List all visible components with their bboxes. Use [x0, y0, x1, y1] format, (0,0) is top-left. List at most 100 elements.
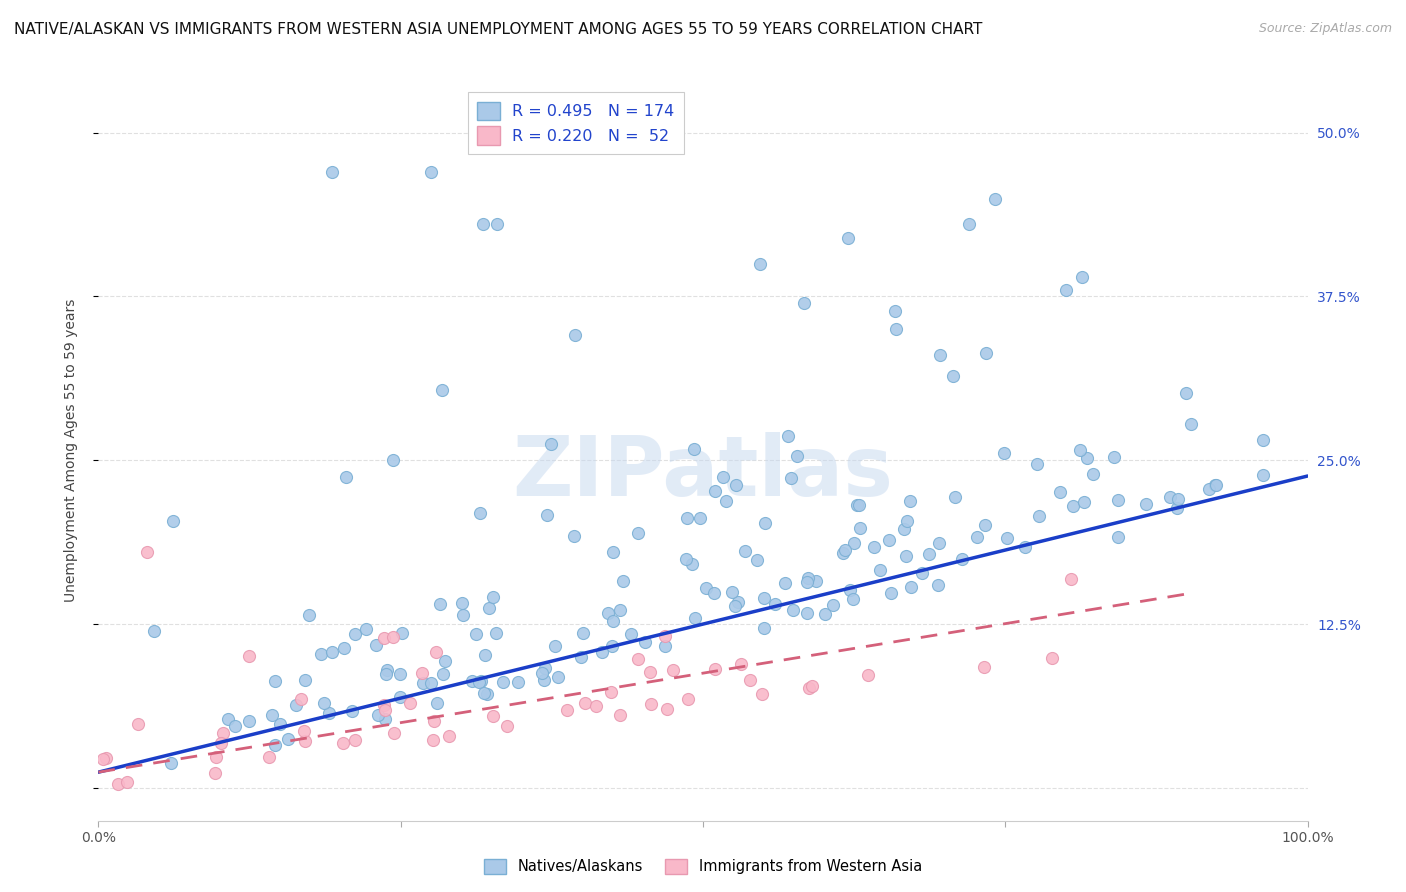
Point — [1076, 450, 1098, 465]
Point — [142, 624, 165, 639]
Point — [834, 543, 856, 558]
Point — [1204, 478, 1226, 492]
Point — [898, 493, 921, 508]
Point — [638, 665, 661, 680]
Point — [475, 687, 498, 701]
Y-axis label: Unemployment Among Ages 55 to 59 years: Unemployment Among Ages 55 to 59 years — [63, 299, 77, 602]
Point — [434, 654, 457, 668]
Point — [893, 522, 915, 536]
Point — [950, 552, 973, 566]
Point — [848, 498, 870, 512]
Point — [437, 729, 460, 743]
Point — [1060, 572, 1083, 586]
Point — [321, 645, 343, 659]
Point — [585, 698, 607, 713]
Point — [654, 629, 676, 643]
Point — [640, 697, 662, 711]
Point — [160, 756, 183, 770]
Point — [465, 627, 488, 641]
Point — [460, 673, 482, 688]
Point — [685, 611, 707, 625]
Point — [486, 218, 509, 232]
Point — [793, 296, 815, 310]
Point — [536, 508, 558, 522]
Point — [540, 437, 562, 451]
Point — [364, 638, 387, 652]
Point — [432, 667, 454, 681]
Point — [675, 552, 697, 566]
Point — [290, 691, 312, 706]
Point — [748, 257, 770, 271]
Point — [375, 664, 398, 678]
Point — [942, 368, 965, 383]
Point — [262, 707, 284, 722]
Point — [472, 686, 495, 700]
Point — [1135, 497, 1157, 511]
Point — [94, 751, 117, 765]
Point — [356, 622, 378, 636]
Point — [894, 549, 917, 563]
Point — [204, 765, 226, 780]
Point — [745, 553, 768, 567]
Text: ZIPatlas: ZIPatlas — [513, 432, 893, 513]
Point — [600, 684, 623, 698]
Point — [277, 732, 299, 747]
Point — [482, 708, 505, 723]
Point — [530, 666, 553, 681]
Point — [569, 649, 592, 664]
Point — [879, 586, 901, 600]
Point — [1049, 485, 1071, 500]
Point — [839, 583, 862, 598]
Point — [796, 574, 818, 589]
Point — [704, 483, 727, 498]
Point — [544, 639, 567, 653]
Point — [754, 516, 776, 531]
Point — [205, 750, 228, 764]
Point — [695, 581, 717, 595]
Point — [135, 545, 157, 559]
Point — [842, 592, 865, 607]
Point — [533, 661, 555, 675]
Point — [309, 647, 332, 661]
Point — [754, 591, 776, 605]
Point — [676, 691, 699, 706]
Point — [814, 607, 837, 621]
Point — [420, 165, 443, 179]
Point — [127, 717, 149, 731]
Point — [751, 687, 773, 701]
Point — [425, 645, 447, 659]
Point — [773, 575, 796, 590]
Point — [681, 557, 703, 571]
Point — [574, 696, 596, 710]
Point — [863, 540, 886, 554]
Point — [426, 696, 449, 710]
Point — [730, 657, 752, 672]
Point — [391, 626, 413, 640]
Point — [634, 634, 657, 648]
Point — [602, 615, 624, 629]
Point — [786, 449, 808, 463]
Point — [375, 667, 398, 681]
Point — [1069, 442, 1091, 457]
Point — [321, 165, 343, 179]
Point — [1042, 650, 1064, 665]
Point — [837, 230, 859, 244]
Point — [796, 571, 818, 585]
Point — [1025, 457, 1047, 471]
Point — [257, 750, 280, 764]
Point — [423, 714, 446, 728]
Text: Source: ZipAtlas.com: Source: ZipAtlas.com — [1258, 22, 1392, 36]
Point — [472, 218, 495, 232]
Point — [294, 673, 316, 687]
Point — [1062, 499, 1084, 513]
Point — [468, 506, 491, 520]
Point — [429, 597, 451, 611]
Point — [1159, 490, 1181, 504]
Point — [620, 627, 643, 641]
Point — [602, 545, 624, 559]
Point — [993, 446, 1015, 460]
Point — [314, 696, 336, 710]
Point — [689, 511, 711, 525]
Point — [411, 666, 433, 681]
Point — [1253, 468, 1275, 483]
